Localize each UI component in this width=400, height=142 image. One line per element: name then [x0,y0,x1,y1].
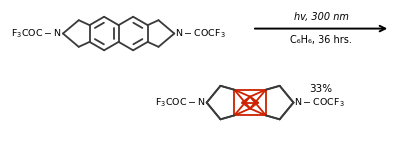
Text: C₆H₆, 36 hrs.: C₆H₆, 36 hrs. [290,36,352,45]
Text: $\mathsf{F_3COC-N}$: $\mathsf{F_3COC-N}$ [155,96,206,109]
Text: $\mathsf{F_3COC-N}$: $\mathsf{F_3COC-N}$ [11,27,62,40]
Text: hv, 300 nm: hv, 300 nm [294,12,348,22]
Text: 33%: 33% [309,84,332,94]
Text: $\mathsf{N-COCF_3}$: $\mathsf{N-COCF_3}$ [294,96,345,109]
Text: $\mathsf{N-COCF_3}$: $\mathsf{N-COCF_3}$ [175,27,226,40]
